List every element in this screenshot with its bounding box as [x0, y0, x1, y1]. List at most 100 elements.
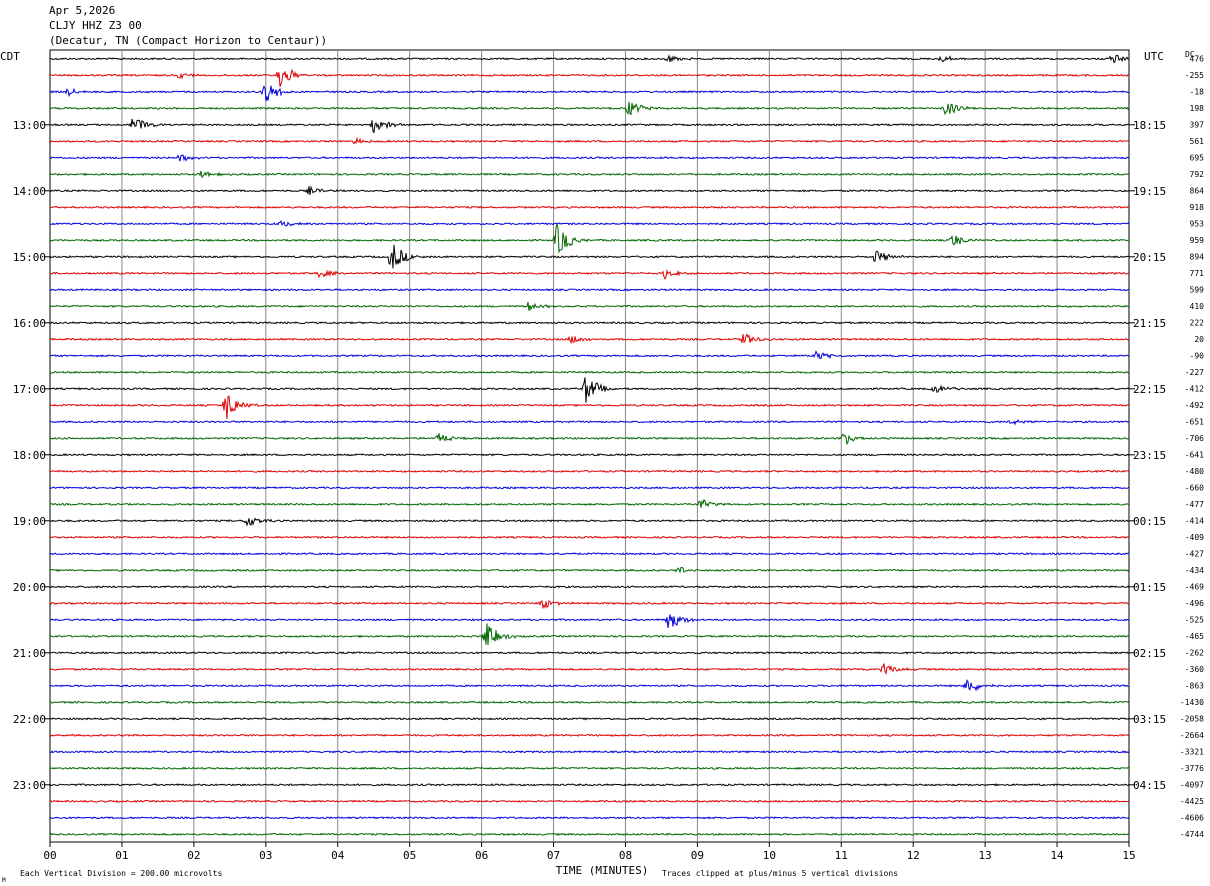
dc-offset-label: 20: [1194, 335, 1204, 344]
cdt-time-label: 14:00: [13, 185, 46, 198]
header-station: CLJY HHZ Z3 00: [49, 19, 142, 32]
seismic-trace: [49, 101, 1130, 116]
dc-offset-label: 918: [1190, 203, 1205, 212]
dc-offset-label: 695: [1190, 153, 1205, 162]
dc-offset-label: -660: [1185, 483, 1204, 492]
seismic-trace: [49, 321, 1130, 325]
dc-offset-label: -262: [1185, 648, 1204, 657]
cdt-time-label: 20:00: [13, 581, 46, 594]
seismic-trace: [49, 85, 1130, 102]
utc-time-label: 21:15: [1133, 317, 1166, 330]
seismic-trace: [49, 222, 1130, 254]
cdt-time-label: 22:00: [13, 713, 46, 726]
dc-offset-label: -492: [1185, 401, 1204, 410]
x-tick-label: 09: [691, 849, 704, 862]
cdt-time-label: 23:00: [13, 779, 46, 792]
seismic-trace: [49, 566, 1130, 574]
dc-offset-label: 410: [1190, 302, 1205, 311]
dc-offset-label: -2664: [1180, 731, 1204, 740]
corner-mark: M: [2, 877, 6, 884]
vertical-division-note: Each Vertical Division = 200.00 microvol…: [20, 869, 222, 878]
dc-offset-label: -4425: [1180, 797, 1204, 806]
dc-offset-label: 476: [1190, 54, 1205, 63]
utc-time-label: 04:15: [1133, 779, 1166, 792]
seismic-trace: [49, 68, 1130, 87]
dc-offset-label: 599: [1190, 285, 1205, 294]
seismic-trace: [49, 350, 1130, 360]
seismic-trace: [49, 433, 1130, 446]
dc-offset-label: -18: [1190, 87, 1205, 96]
utc-time-label: 22:15: [1133, 383, 1166, 396]
dc-offset-label: -496: [1185, 599, 1204, 608]
seismic-trace: [49, 333, 1130, 345]
seismic-trace: [49, 268, 1130, 280]
utc-time-label: 23:15: [1133, 449, 1166, 462]
seismic-trace: [49, 717, 1130, 721]
seismic-trace: [49, 816, 1130, 820]
seismic-trace: [49, 185, 1130, 195]
cdt-label: CDT: [0, 50, 20, 63]
dc-offset-label: 561: [1190, 137, 1205, 146]
seismic-trace: [49, 651, 1130, 655]
x-tick-label: 05: [403, 849, 416, 862]
seismic-trace: [49, 136, 1130, 145]
cdt-time-label: 19:00: [13, 515, 46, 528]
x-tick-label: 08: [619, 849, 632, 862]
x-tick-label: 03: [259, 849, 272, 862]
seismic-trace: [49, 244, 1130, 269]
utc-time-label: 19:15: [1133, 185, 1166, 198]
cdt-time-label: 13:00: [13, 119, 46, 132]
utc-time-label: 00:15: [1133, 515, 1166, 528]
seismic-trace: [49, 219, 1130, 227]
dc-offset-label: -412: [1185, 384, 1204, 393]
dc-offset-label: -90: [1190, 351, 1205, 360]
utc-time-label: 18:15: [1133, 119, 1166, 132]
header-location: (Decatur, TN (Compact Horizon to Centaur…: [49, 34, 328, 47]
dc-offset-label: 953: [1190, 219, 1205, 228]
dc-offset-label: -863: [1185, 681, 1204, 690]
seismic-trace: [49, 301, 1130, 312]
utc-time-label: 02:15: [1133, 647, 1166, 660]
seismic-trace: [49, 418, 1130, 426]
dc-offset-label: 864: [1190, 186, 1205, 195]
cdt-time-label: 15:00: [13, 251, 46, 264]
dc-offset-label: -4744: [1180, 830, 1204, 839]
x-tick-label: 02: [187, 849, 200, 862]
seismic-trace: [49, 205, 1130, 210]
dc-offset-label: -4606: [1180, 813, 1204, 822]
seismic-trace: [50, 766, 1130, 770]
seismic-trace: [49, 799, 1130, 803]
seismic-trace: [49, 54, 1130, 64]
dc-offset-label: -641: [1185, 450, 1204, 459]
seismic-trace: [49, 486, 1130, 490]
dc-offset-label: 198: [1190, 104, 1205, 113]
plot-frame: [49, 49, 1130, 843]
seismic-trace: [49, 288, 1130, 292]
dc-offset-label: 959: [1190, 236, 1205, 245]
seismic-trace: [49, 118, 1130, 134]
x-tick-label: 10: [763, 849, 776, 862]
dc-offset-label: 792: [1190, 170, 1205, 179]
dc-offset-label: 222: [1190, 318, 1205, 327]
dc-offset-label: -1430: [1180, 698, 1204, 707]
x-tick-label: 15: [1122, 849, 1135, 862]
utc-time-label: 03:15: [1133, 713, 1166, 726]
dc-offset-label: -706: [1185, 434, 1204, 443]
x-tick-label: 14: [1050, 849, 1064, 862]
seismic-trace: [49, 377, 1130, 403]
seismic-trace: [49, 663, 1130, 675]
x-tick-label: 13: [979, 849, 992, 862]
seismic-trace: [49, 700, 1130, 704]
seismic-trace: [49, 552, 1129, 556]
utc-label: UTC: [1144, 50, 1164, 63]
dc-label: DC: [1185, 50, 1195, 59]
seismic-trace: [49, 154, 1130, 162]
seismic-trace: [49, 535, 1130, 539]
seismic-trace: [49, 679, 1130, 692]
cdt-time-label: 18:00: [13, 449, 46, 462]
dc-offset-label: -4097: [1180, 780, 1204, 789]
x-tick-label: 04: [331, 849, 345, 862]
x-tick-label: 06: [475, 849, 488, 862]
dc-offset-label: 397: [1190, 120, 1205, 129]
seismic-trace: [49, 469, 1130, 473]
